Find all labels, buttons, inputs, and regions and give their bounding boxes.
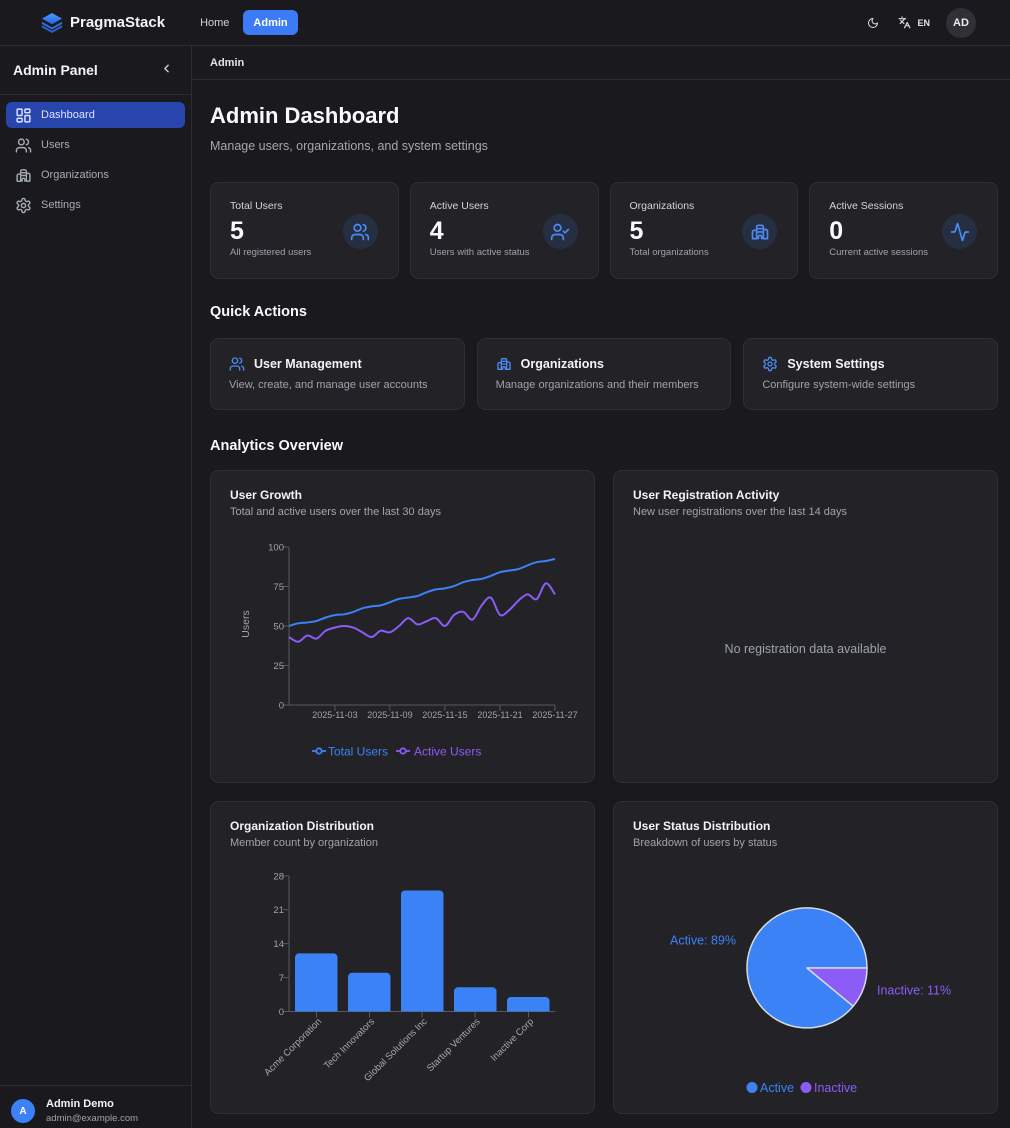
svg-text:14: 14 — [273, 939, 284, 950]
svg-text:7: 7 — [279, 973, 284, 984]
svg-text:Tech Innovators: Tech Innovators — [322, 1016, 377, 1071]
svg-text:Inactive: 11%: Inactive: 11% — [877, 984, 951, 998]
svg-text:Active Users: Active Users — [414, 745, 481, 759]
svg-text:Total Users: Total Users — [328, 745, 388, 759]
svg-text:2025-11-21: 2025-11-21 — [477, 710, 522, 720]
svg-text:Acme Corporation: Acme Corporation — [262, 1016, 324, 1078]
svg-text:0: 0 — [279, 1007, 284, 1018]
svg-text:2025-11-03: 2025-11-03 — [312, 710, 357, 720]
svg-text:25: 25 — [273, 661, 284, 672]
svg-text:2025-11-27: 2025-11-27 — [532, 710, 577, 720]
svg-text:75: 75 — [273, 582, 284, 593]
svg-text:Active: Active — [760, 1081, 794, 1095]
svg-text:2025-11-15: 2025-11-15 — [422, 710, 467, 720]
svg-text:Active: 89%: Active: 89% — [670, 934, 736, 948]
svg-text:0: 0 — [279, 701, 284, 712]
svg-text:50: 50 — [273, 622, 284, 633]
svg-text:Inactive: Inactive — [814, 1081, 857, 1095]
svg-text:Users: Users — [240, 610, 252, 637]
svg-text:2025-11-09: 2025-11-09 — [367, 710, 412, 720]
svg-text:Startup Ventures: Startup Ventures — [425, 1016, 483, 1074]
svg-text:100: 100 — [268, 543, 284, 554]
svg-text:21: 21 — [273, 905, 284, 916]
svg-text:28: 28 — [273, 871, 284, 882]
svg-text:Inactive Corp: Inactive Corp — [489, 1016, 536, 1063]
